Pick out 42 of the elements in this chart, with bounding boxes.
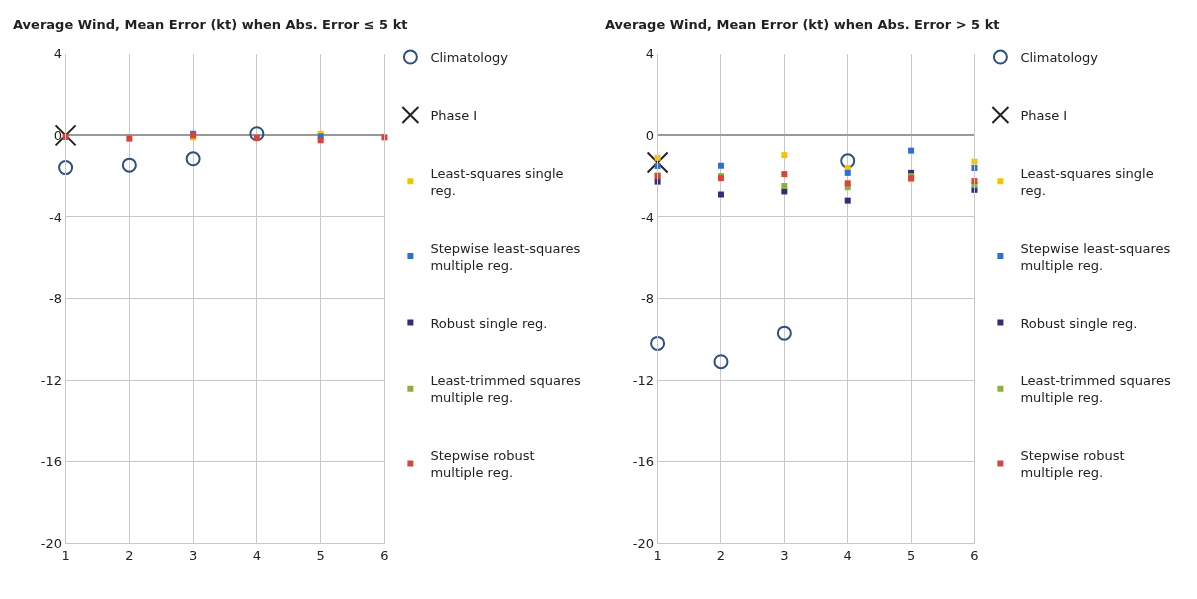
legend-label: Climatology bbox=[430, 50, 509, 66]
x-tick-label: 1 bbox=[61, 547, 70, 563]
legend-label: Least-squares single reg. bbox=[1020, 165, 1154, 198]
x-tick-label: 5 bbox=[316, 547, 325, 563]
legend-label: Stepwise least-squares multiple reg. bbox=[1020, 240, 1171, 273]
x-tick-label: 5 bbox=[906, 547, 916, 563]
x-tick-label: 4 bbox=[252, 547, 262, 563]
chart-title: Average Wind, Mean Error (kt) when Abs. Error ≤ 5 kt bbox=[13, 17, 408, 32]
x-tick-label: 3 bbox=[188, 547, 198, 563]
legend-label: Least-squares single reg. bbox=[430, 165, 564, 198]
x-tick-label: 4 bbox=[843, 547, 852, 563]
legend-label: Climatology bbox=[1020, 50, 1099, 66]
legend-label: Phase I bbox=[430, 108, 478, 124]
y-tick-label: 4 bbox=[645, 46, 654, 62]
y-tick-label: -8 bbox=[641, 291, 654, 307]
y-tick-label: -20 bbox=[632, 535, 654, 551]
y-tick-label: -4 bbox=[49, 209, 62, 225]
legend-label: Least-trimmed squares multiple reg. bbox=[430, 373, 581, 406]
x-tick-label: 2 bbox=[716, 547, 726, 563]
y-tick-label: -4 bbox=[641, 209, 654, 225]
x-tick-label: 6 bbox=[380, 547, 389, 563]
y-tick-label: -16 bbox=[40, 454, 62, 470]
legend-label: Robust single reg. bbox=[430, 315, 548, 331]
legend-label: Stepwise robust multiple reg. bbox=[430, 448, 535, 481]
y-tick-label: 0 bbox=[645, 127, 654, 143]
y-tick-label: 0 bbox=[53, 127, 62, 143]
y-tick-label: 4 bbox=[53, 46, 62, 62]
y-tick-label: -8 bbox=[49, 291, 62, 307]
legend-label: Phase I bbox=[1020, 108, 1068, 124]
y-tick-label: -12 bbox=[40, 372, 62, 388]
chart-title: Average Wind, Mean Error (kt) when Abs. Error > 5 kt bbox=[605, 17, 1000, 32]
legend-label: Least-trimmed squares multiple reg. bbox=[1020, 373, 1172, 406]
legend-label: Stepwise robust multiple reg. bbox=[1020, 448, 1125, 481]
legend-label: Stepwise least-squares multiple reg. bbox=[430, 240, 581, 273]
x-tick-label: 6 bbox=[970, 547, 979, 563]
y-tick-label: -12 bbox=[632, 372, 654, 388]
y-tick-label: -20 bbox=[40, 535, 62, 551]
x-tick-label: 1 bbox=[653, 547, 662, 563]
legend-label: Robust single reg. bbox=[1020, 315, 1138, 331]
x-tick-label: 2 bbox=[125, 547, 134, 563]
x-tick-label: 3 bbox=[780, 547, 789, 563]
y-tick-label: -16 bbox=[632, 454, 654, 470]
